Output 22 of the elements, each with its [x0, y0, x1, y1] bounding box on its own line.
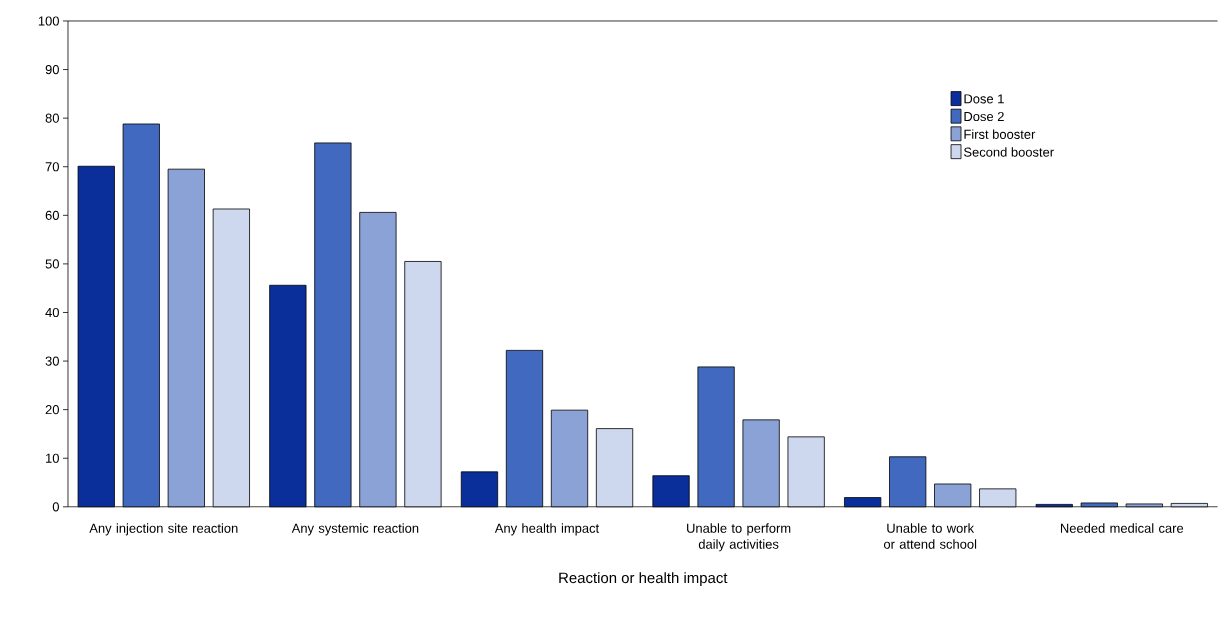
y-tick-label: 20 — [45, 405, 59, 415]
x-tick-label: Unable to work or attend school — [883, 523, 977, 549]
legend-label: Dose 2 — [964, 112, 1004, 122]
y-tick-label: 0 — [52, 502, 59, 512]
y-tick-label: 30 — [45, 356, 59, 366]
x-axis-title: Reaction or health impact — [559, 572, 728, 587]
y-tick-label: 50 — [45, 259, 59, 269]
x-tick-label: Any health impact — [494, 523, 600, 536]
x-tick-label: Needed medical care — [1060, 523, 1184, 533]
legend-label: First booster — [964, 129, 1036, 139]
y-tick-label: 90 — [45, 65, 59, 75]
y-tick-label: 100 — [38, 16, 59, 26]
y-tick-label: 10 — [46, 453, 59, 463]
legend-label: Second booster — [964, 147, 1054, 157]
y-tick-label: 70 — [45, 162, 59, 172]
y-tick-label: 80 — [45, 113, 59, 123]
x-tick-label: Any injection site reaction — [89, 523, 238, 536]
y-tick-label: 60 — [45, 210, 59, 221]
x-tick-label: Any systemic reaction — [291, 523, 419, 536]
legend-label: Dose 1 — [964, 94, 1004, 104]
x-tick-label: Unable to perform daily activities — [687, 523, 791, 552]
y-tick-label: 40 — [45, 308, 59, 318]
